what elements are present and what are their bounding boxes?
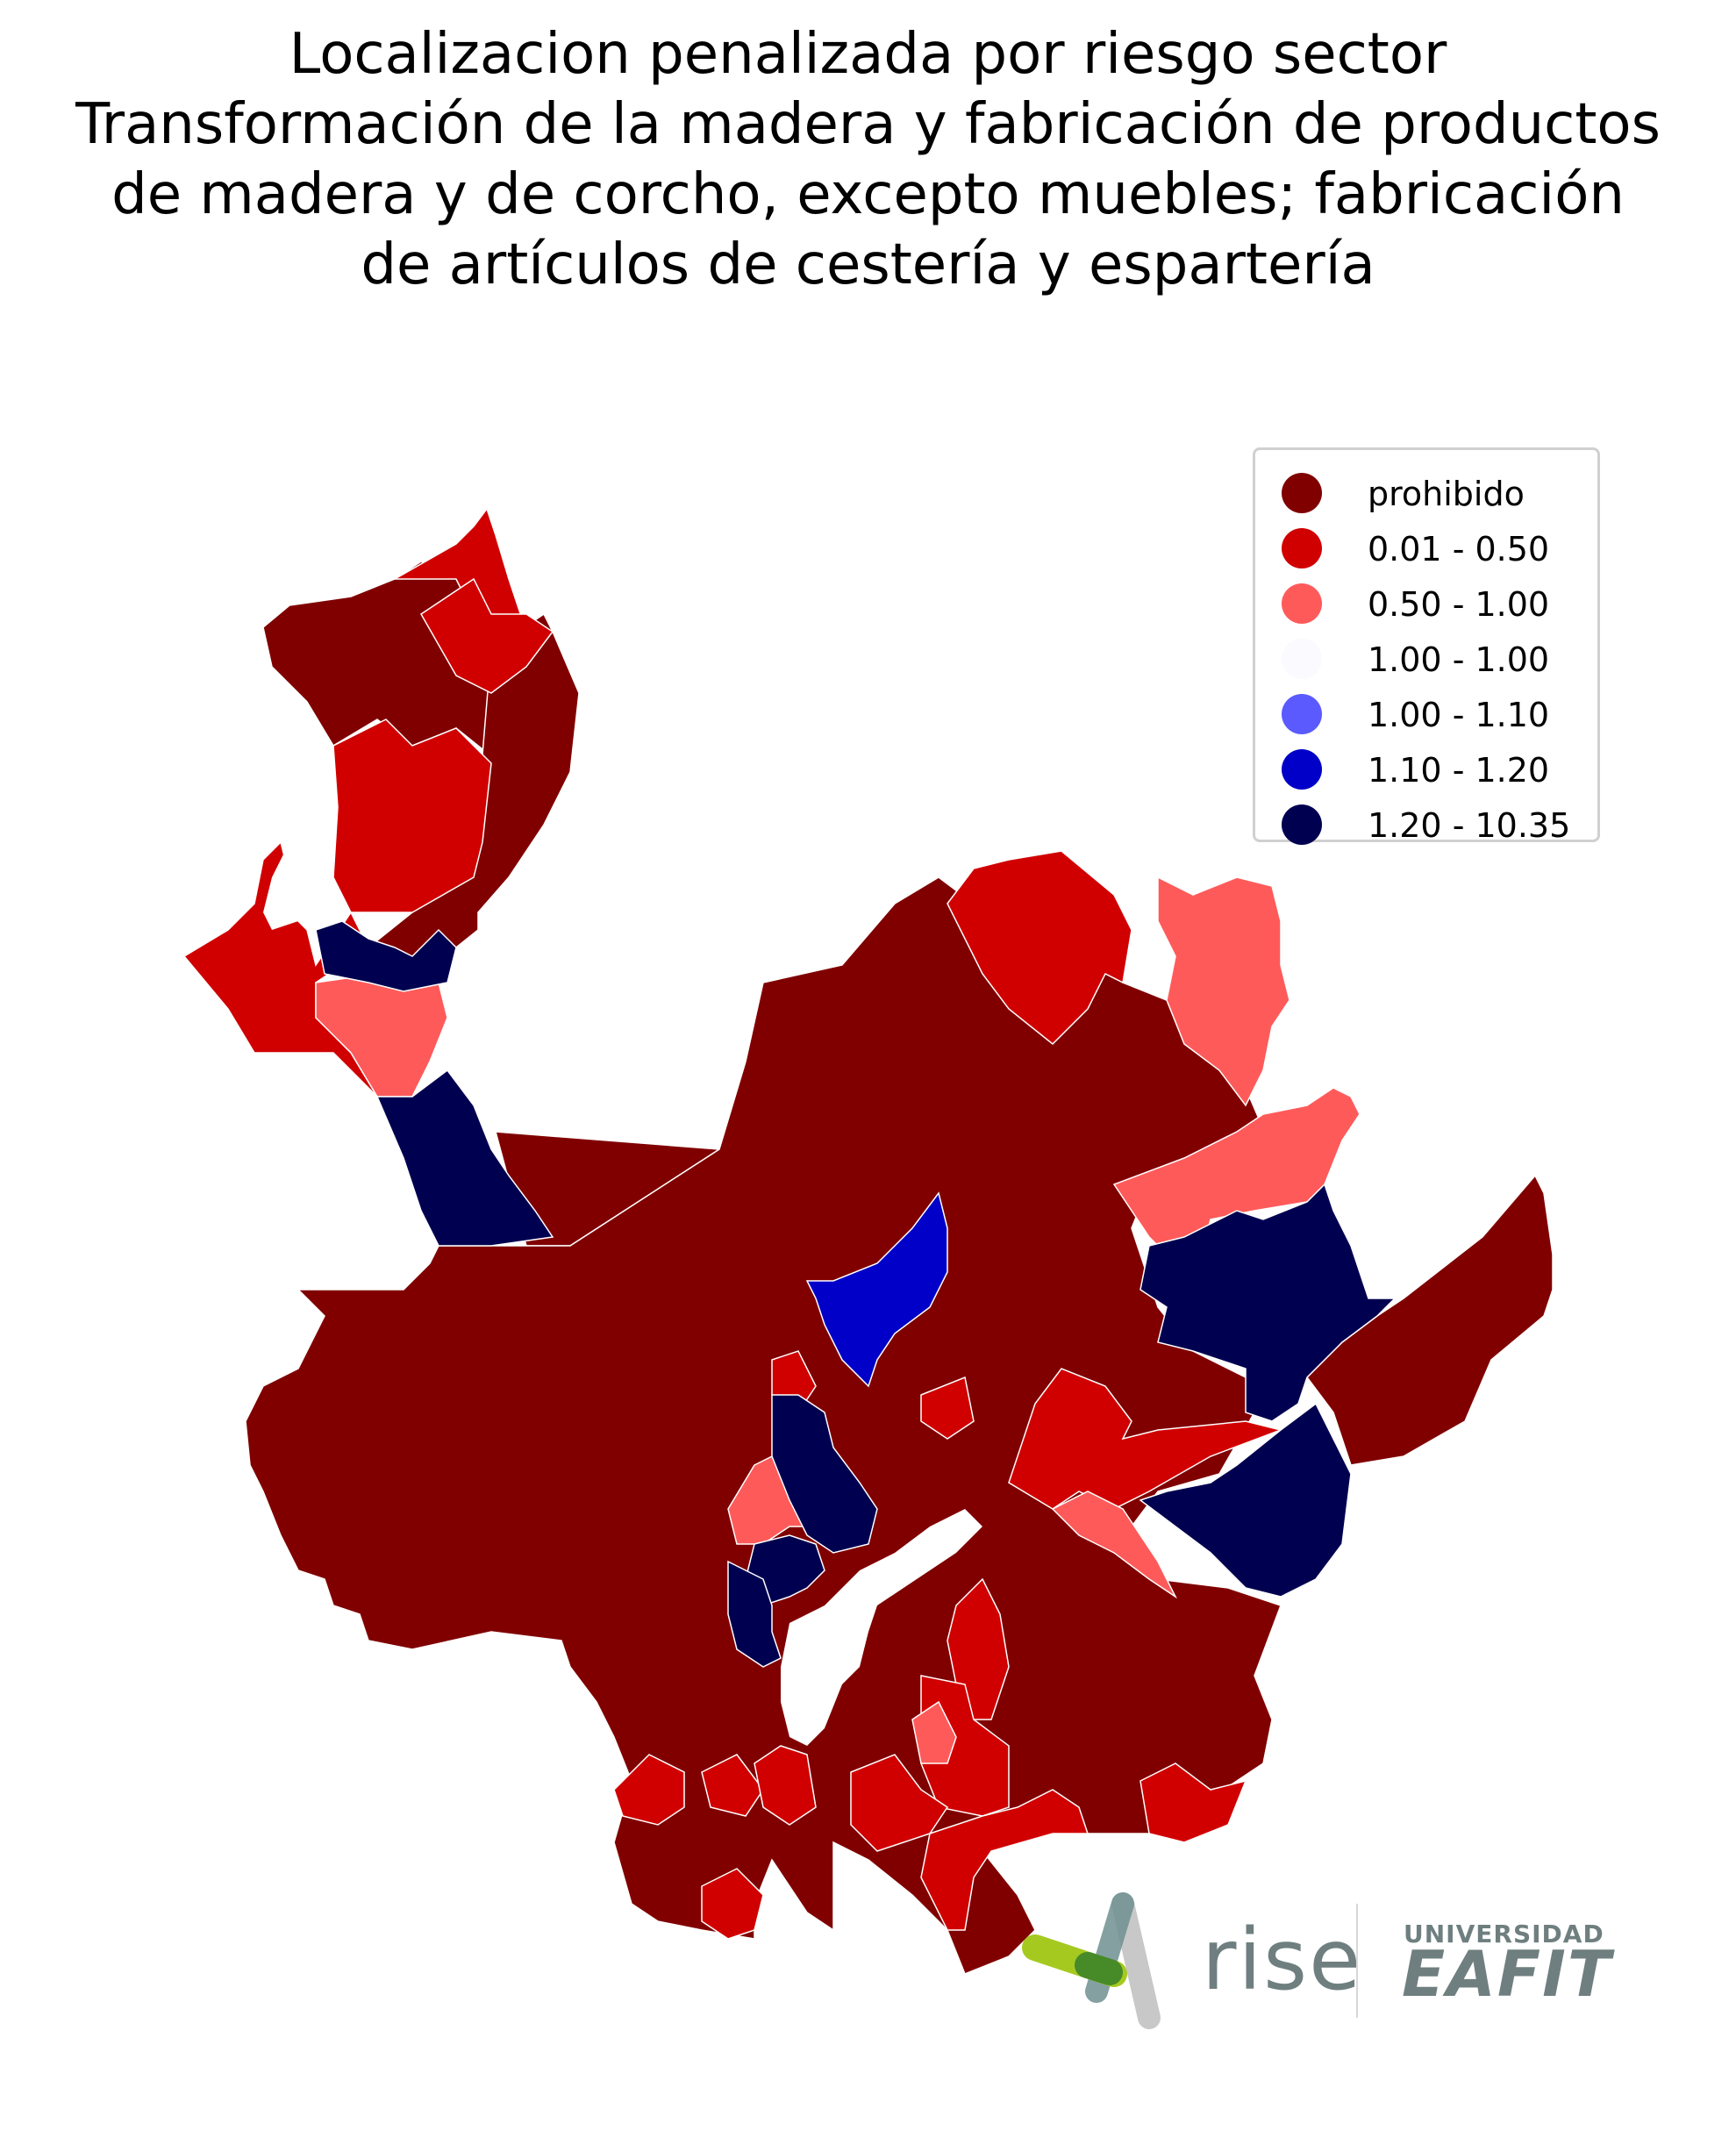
legend-item-1-00-1-00: 1.00 - 1.00 bbox=[1255, 635, 1597, 681]
title-line-2: Transformación de la madera y fabricació… bbox=[75, 92, 1661, 157]
title-line-3: de madera y de corcho, excepto muebles; … bbox=[111, 162, 1625, 227]
legend-item-1-00-1-10: 1.00 - 1.10 bbox=[1255, 690, 1597, 736]
region-south-east-corner bbox=[1139, 1762, 1247, 1843]
legend-label: 0.01 - 0.50 bbox=[1368, 530, 1550, 568]
legend-label: 0.50 - 1.00 bbox=[1368, 585, 1550, 624]
title-line-4: de artículos de cestería y espartería bbox=[361, 232, 1375, 297]
region-east-navy-large bbox=[1139, 1183, 1397, 1422]
rise-wordmark: rise bbox=[1202, 1911, 1363, 2009]
title-line-1: Localizacion penalizada por riesgo secto… bbox=[289, 22, 1447, 87]
gulf-water bbox=[263, 816, 333, 930]
legend-dot-0-50-1-00 bbox=[1282, 583, 1322, 624]
legend-dot-1-00-1-10 bbox=[1282, 694, 1322, 734]
region-center-navy-1 bbox=[771, 1394, 878, 1554]
rise-logo-icon bbox=[1022, 1892, 1161, 2029]
legend-item-0-50-1-00: 0.50 - 1.00 bbox=[1255, 580, 1597, 626]
legend-item-0-01-0-50: 0.01 - 0.50 bbox=[1255, 525, 1597, 570]
legend-label: 1.00 - 1.10 bbox=[1368, 696, 1550, 734]
region-south-west-2 bbox=[701, 1754, 764, 1817]
region-group-high1 bbox=[805, 1191, 948, 1388]
legend-label: prohibido bbox=[1368, 475, 1525, 513]
logo-divider bbox=[1356, 1904, 1358, 2018]
legend-dot-1-10-1-20 bbox=[1282, 749, 1322, 790]
region-center-small-2 bbox=[920, 1376, 975, 1440]
region-south-small bbox=[911, 1700, 957, 1764]
region-center-north-blue bbox=[805, 1191, 948, 1388]
legend-dot-0-01-0-50 bbox=[1282, 528, 1322, 568]
logo-footer: rise UNIVERSIDAD EAFIT bbox=[1018, 1886, 1614, 2044]
region-uraba-mid bbox=[315, 973, 448, 1098]
region-group-low bbox=[182, 507, 1283, 1940]
legend-label: 1.00 - 1.00 bbox=[1368, 640, 1550, 679]
region-south-west-1 bbox=[613, 1754, 685, 1826]
region-group-mid bbox=[315, 876, 1361, 1764]
legend-label: 1.20 - 10.35 bbox=[1368, 806, 1571, 845]
region-north-upper bbox=[420, 577, 554, 694]
legend-item-1-20-10-35: 1.20 - 10.35 bbox=[1255, 801, 1597, 847]
region-east-navy-south bbox=[1139, 1402, 1352, 1598]
legend-dot-prohibido bbox=[1282, 473, 1322, 513]
region-uraba-west bbox=[182, 840, 378, 1098]
legend: prohibido 0.01 - 0.50 0.50 - 1.00 1.00 -… bbox=[1253, 447, 1600, 845]
university-label: UNIVERSIDAD bbox=[1404, 1920, 1604, 1948]
legend-item-1-10-1-20: 1.10 - 1.20 bbox=[1255, 746, 1597, 791]
legend-dot-1-00-1-00 bbox=[1282, 639, 1322, 679]
region-south-cluster-4 bbox=[920, 1789, 1089, 1931]
legend-item-prohibido: prohibido bbox=[1255, 469, 1597, 515]
region-south-cluster-3 bbox=[850, 1754, 949, 1852]
region-northeast-large bbox=[1157, 876, 1290, 1107]
region-south-west-4 bbox=[701, 1868, 764, 1940]
region-uraba-north-navy bbox=[315, 920, 457, 992]
region-center-navy-3 bbox=[727, 1560, 782, 1668]
legend-label: 1.10 - 1.20 bbox=[1368, 751, 1550, 790]
region-gulf-coast bbox=[332, 719, 492, 913]
region-south-west-3 bbox=[754, 1745, 817, 1826]
legend-dot-1-20-10-35 bbox=[1282, 804, 1322, 845]
map-title: Localizacion penalizada por riesgo secto… bbox=[0, 19, 1736, 300]
region-east-lower bbox=[1051, 1491, 1177, 1599]
region-group-high2 bbox=[315, 920, 1397, 1668]
river-gap bbox=[781, 1509, 982, 1746]
region-uraba-south-navy bbox=[375, 1069, 554, 1247]
eafit-wordmark: EAFIT bbox=[1402, 1937, 1612, 2011]
region-north-east-top bbox=[947, 850, 1132, 1046]
